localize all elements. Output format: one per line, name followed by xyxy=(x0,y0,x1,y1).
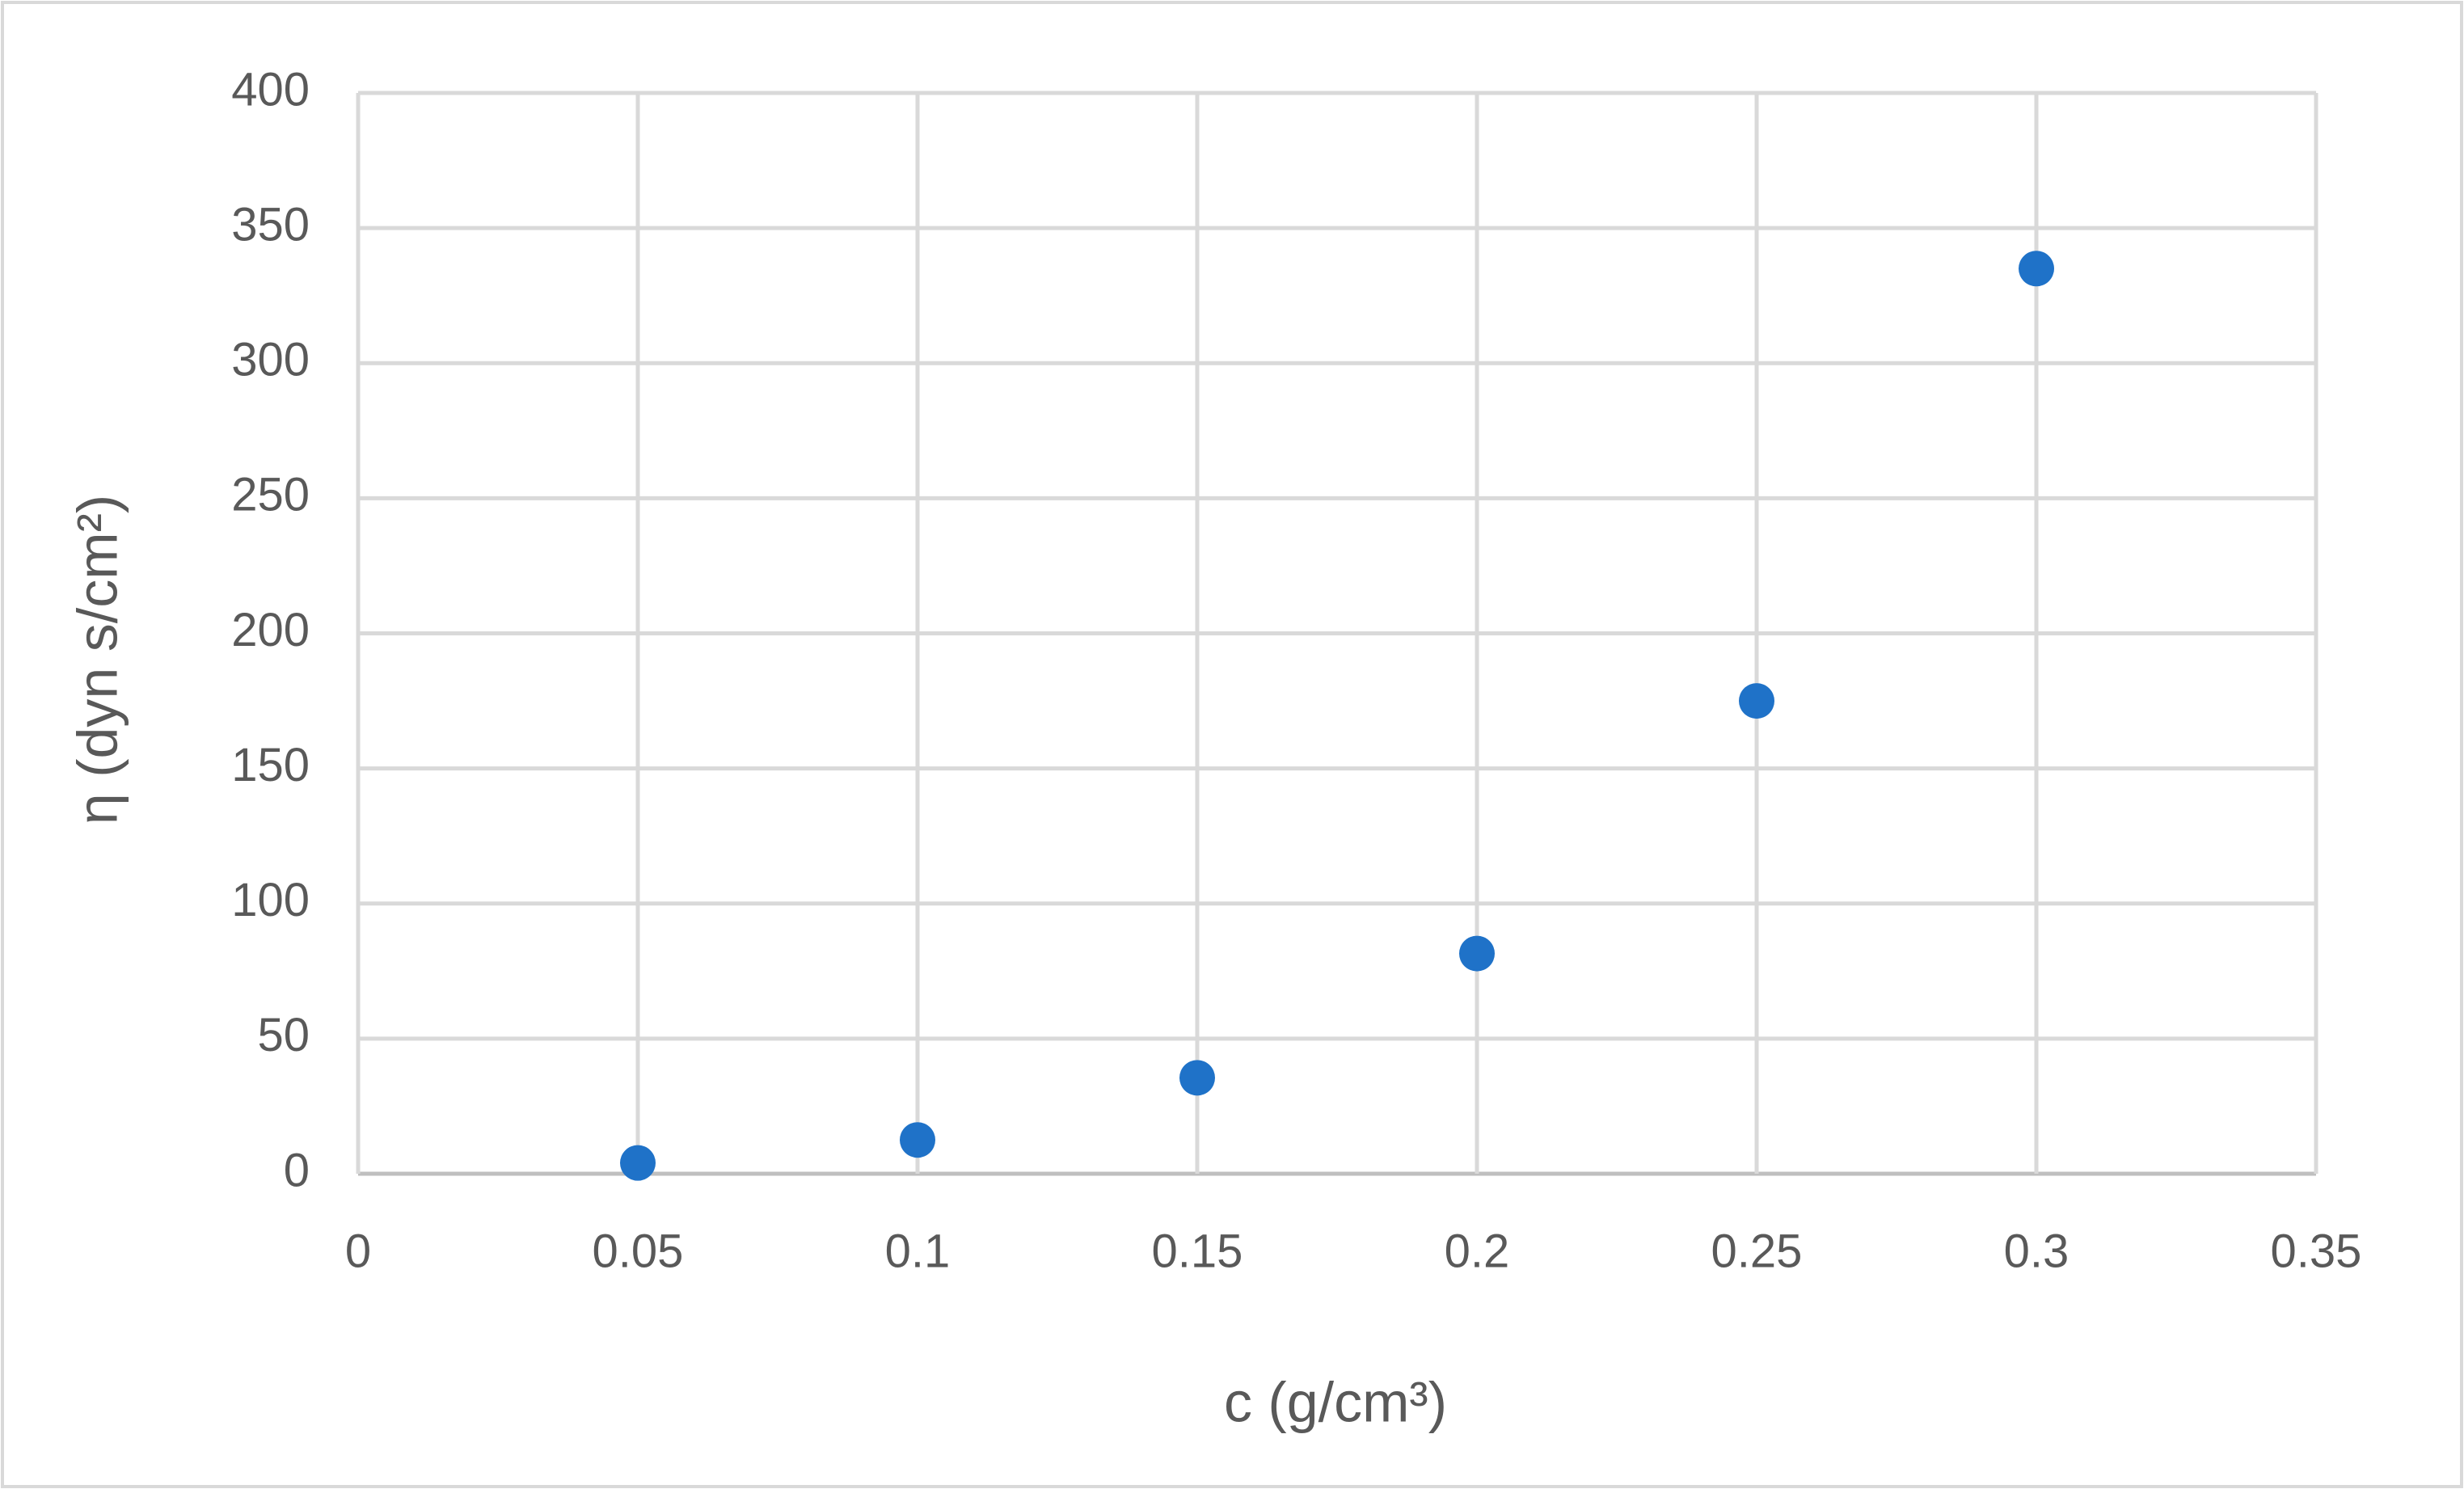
y-tick-label: 300 xyxy=(231,334,310,386)
x-axis-title: c (g/cm³) xyxy=(1224,1370,1447,1433)
data-point xyxy=(1459,935,1495,972)
x-tick-label: 0.1 xyxy=(885,1225,951,1277)
x-tick-label: 0.05 xyxy=(593,1225,684,1277)
y-tick-label: 100 xyxy=(231,874,310,926)
x-tick-label: 0.3 xyxy=(2004,1225,2070,1277)
x-tick-label: 0.15 xyxy=(1152,1225,1243,1277)
x-tick-label: 0.2 xyxy=(1445,1225,1510,1277)
data-point xyxy=(2019,251,2054,287)
data-point xyxy=(620,1145,656,1181)
y-axis-title: η (dyn s/cm²) xyxy=(65,495,129,825)
y-tick-label: 200 xyxy=(231,604,310,656)
y-tick-label: 150 xyxy=(231,739,310,791)
y-tick-label: 350 xyxy=(231,198,310,251)
y-tick-label: 250 xyxy=(231,469,310,521)
y-tick-label: 0 xyxy=(284,1144,310,1196)
data-point xyxy=(900,1122,935,1158)
data-point xyxy=(1739,683,1774,719)
y-tick-label: 400 xyxy=(231,63,310,116)
y-tick-label: 50 xyxy=(257,1009,310,1061)
data-point xyxy=(1179,1060,1215,1096)
x-tick-label: 0.35 xyxy=(2271,1225,2362,1277)
x-tick-label: 0.25 xyxy=(1711,1225,1803,1277)
x-tick-label: 0 xyxy=(345,1225,371,1277)
